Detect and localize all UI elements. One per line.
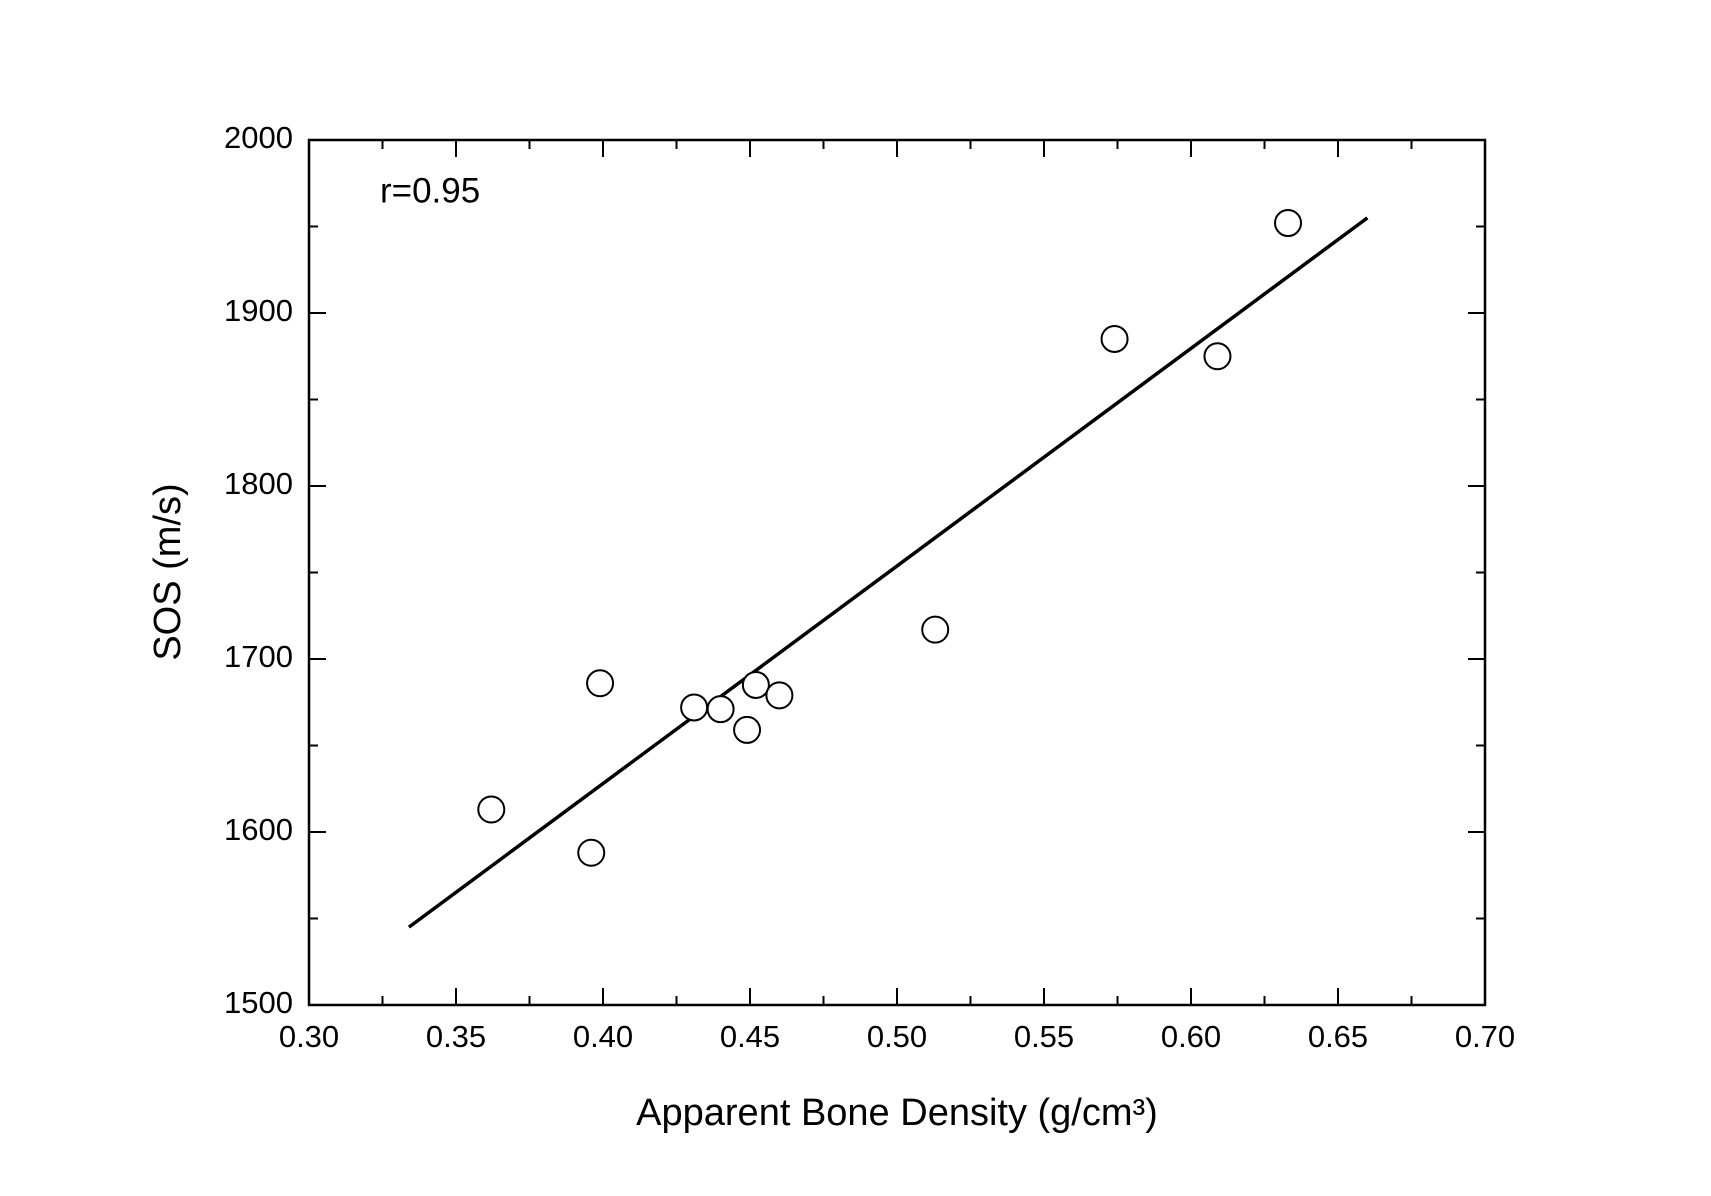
data-point bbox=[765, 681, 794, 710]
x-tick-label: 0.35 bbox=[426, 1019, 486, 1054]
y-tick-label: 1900 bbox=[224, 293, 293, 328]
y-tick-label: 2000 bbox=[224, 120, 293, 155]
data-point bbox=[477, 795, 506, 824]
x-tick-label: 0.50 bbox=[867, 1019, 927, 1054]
x-tick-label: 0.65 bbox=[1308, 1019, 1368, 1054]
annotation: r=0.95 bbox=[380, 171, 480, 210]
data-point bbox=[680, 693, 709, 722]
data-point bbox=[1203, 342, 1232, 371]
x-tick-label: 0.40 bbox=[573, 1019, 633, 1054]
x-tick-label: 0.60 bbox=[1161, 1019, 1221, 1054]
data-point bbox=[733, 715, 762, 744]
x-axis-label: Apparent Bone Density (g/cm³) bbox=[636, 1092, 1158, 1134]
data-point bbox=[577, 838, 606, 867]
y-tick-label: 1500 bbox=[224, 985, 293, 1020]
data-point bbox=[586, 669, 615, 698]
y-tick-label: 1700 bbox=[224, 639, 293, 674]
data-point bbox=[741, 670, 770, 699]
y-tick-label: 1600 bbox=[224, 812, 293, 847]
x-tick-label: 0.55 bbox=[1014, 1019, 1074, 1054]
fit-line bbox=[407, 216, 1369, 929]
y-axis-label: SOS (m/s) bbox=[147, 483, 189, 660]
x-tick-label: 0.45 bbox=[720, 1019, 780, 1054]
data-point bbox=[706, 695, 735, 724]
y-tick-label: 1800 bbox=[224, 466, 293, 501]
data-point bbox=[1100, 324, 1129, 353]
data-point bbox=[921, 615, 950, 644]
x-tick-label: 0.30 bbox=[279, 1019, 339, 1054]
plot-frame bbox=[307, 138, 1487, 1007]
x-tick-label: 0.70 bbox=[1455, 1019, 1515, 1054]
data-point bbox=[1274, 209, 1303, 238]
